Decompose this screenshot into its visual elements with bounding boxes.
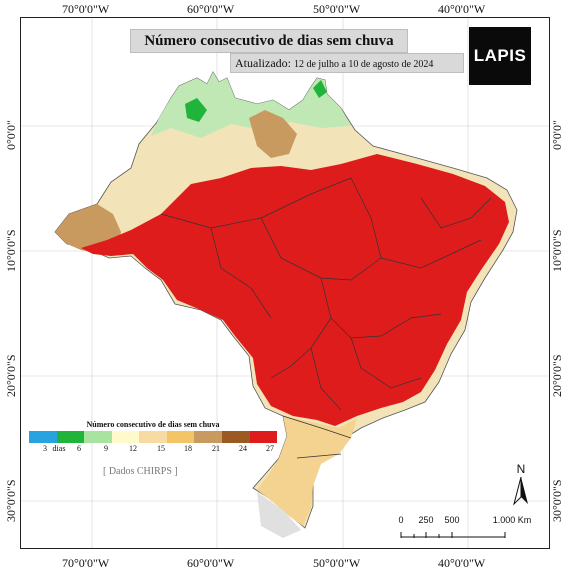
updated-box: Atualizado: 12 de julho a 10 de agosto d… (230, 53, 464, 73)
lat-label-20s: 20°0'0"S (4, 354, 18, 397)
legend-swatch-27 (249, 431, 278, 443)
lon-label-60w-bottom: 60°0'0"W (187, 556, 235, 570)
lat-label-30s: 30°0'0"S (4, 479, 18, 522)
state-borders (160, 177, 492, 459)
scale-bar-ruler (400, 532, 506, 538)
legend-swatch-9 (84, 431, 112, 443)
region-green-north (151, 72, 351, 138)
map-title: Número consecutivo de dias sem chuva (130, 29, 408, 53)
legend-label-24: 24 (239, 444, 247, 453)
updated-range: 12 de julho a 10 de agosto de 2024 (293, 59, 434, 70)
legend-label-3: 3 (43, 444, 47, 453)
region-green-spot (185, 98, 207, 122)
scale-label-500: 500 (444, 515, 460, 525)
legend-swatch-3 (29, 431, 57, 443)
map-frame (20, 17, 550, 549)
legend-label-18: 18 (184, 444, 192, 453)
lon-label-60w: 60°0'0"W (187, 2, 235, 16)
region-brown-2 (249, 110, 297, 158)
scale-bar: 0 250 500 1.000 Km (396, 515, 536, 545)
lat-label-0: 0°0'0" (4, 120, 18, 150)
lat-label-10s-right: 10°0'0"S (550, 229, 564, 272)
region-green-spot-2 (313, 80, 327, 98)
lat-label-20s-right: 20°0'0"S (550, 354, 564, 397)
north-label: N (516, 462, 526, 476)
lapis-logo: LAPIS (469, 27, 531, 85)
lon-label-70w: 70°0'0"W (62, 2, 110, 16)
north-arrow-icon (513, 476, 528, 506)
lon-label-40w: 40°0'0"W (438, 2, 486, 16)
scale-label-250: 250 (418, 515, 434, 525)
legend-label-15: 15 (157, 444, 165, 453)
lon-label-70w-bottom: 70°0'0"W (62, 556, 110, 570)
legend-swatch-21 (194, 431, 222, 443)
legend-labels: 3 dias 6 9 12 15 18 21 24 27 (29, 443, 277, 455)
brazil-dry-days-map (21, 18, 549, 548)
legend-unit: dias (52, 444, 66, 453)
scale-labels: 0 250 500 1.000 Km (396, 515, 536, 527)
lat-label-0-right: 0°0'0" (550, 120, 564, 150)
lat-label-30s-right: 30°0'0"S (550, 479, 564, 522)
region-south (257, 416, 357, 526)
legend-label-21: 21 (212, 444, 220, 453)
region-red (81, 154, 509, 426)
scale-label-0: 0 (398, 515, 404, 525)
lon-label-40w-bottom: 40°0'0"W (438, 556, 486, 570)
legend: Número consecutivo de dias sem chuva 3 d… (29, 420, 278, 455)
lon-label-50w: 50°0'0"W (313, 2, 361, 16)
lat-label-10s: 10°0'0"S (4, 229, 18, 272)
legend-swatch-12 (111, 431, 140, 443)
legend-title: Número consecutivo de dias sem chuva (86, 420, 220, 429)
scale-label-1000: 1.000 Km (492, 515, 532, 525)
data-source-note: [ Dados CHIRPS ] (103, 466, 178, 477)
legend-swatch-6 (56, 431, 85, 443)
legend-color-bar (29, 431, 278, 443)
legend-swatch-18 (166, 431, 195, 443)
updated-label: Atualizado: (235, 56, 291, 70)
lon-label-50w-bottom: 50°0'0"W (313, 556, 361, 570)
legend-swatch-15 (139, 431, 167, 443)
region-uruguay (257, 492, 301, 538)
legend-swatch-24 (221, 431, 250, 443)
legend-label-6: 6 (77, 444, 81, 453)
legend-label-9: 9 (104, 444, 108, 453)
legend-label-27: 27 (266, 444, 274, 453)
legend-label-12: 12 (129, 444, 137, 453)
north-arrow: N (511, 462, 531, 511)
